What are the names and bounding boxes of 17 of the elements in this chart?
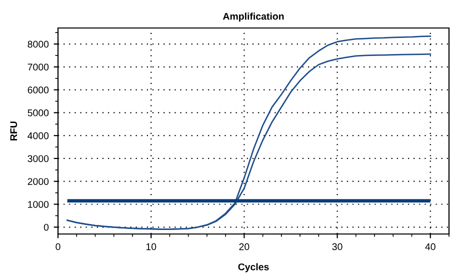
- x-tick-label: 10: [146, 243, 156, 250]
- chart-title: Amplification: [222, 12, 284, 22]
- y-tick-label: 0: [44, 224, 49, 231]
- y-tick-label: 8000: [28, 40, 49, 48]
- x-tick-label: 30: [332, 243, 342, 250]
- y-tick-label: 5000: [28, 109, 49, 116]
- x-tick-label: 40: [425, 243, 436, 250]
- y-axis-title: RFU: [10, 122, 18, 140]
- y-tick-label: 6000: [28, 86, 49, 94]
- x-tick-label: 20: [239, 243, 250, 250]
- y-tick-label: 7000: [28, 64, 49, 71]
- y-tick-label: 3000: [28, 155, 49, 162]
- y-tick-label: 2000: [28, 178, 49, 185]
- y-tick-label: 4000: [28, 132, 49, 140]
- x-tick-label: 0: [56, 243, 60, 250]
- y-tick-label: 1000: [28, 200, 49, 208]
- x-axis-title: Cycles: [238, 263, 269, 272]
